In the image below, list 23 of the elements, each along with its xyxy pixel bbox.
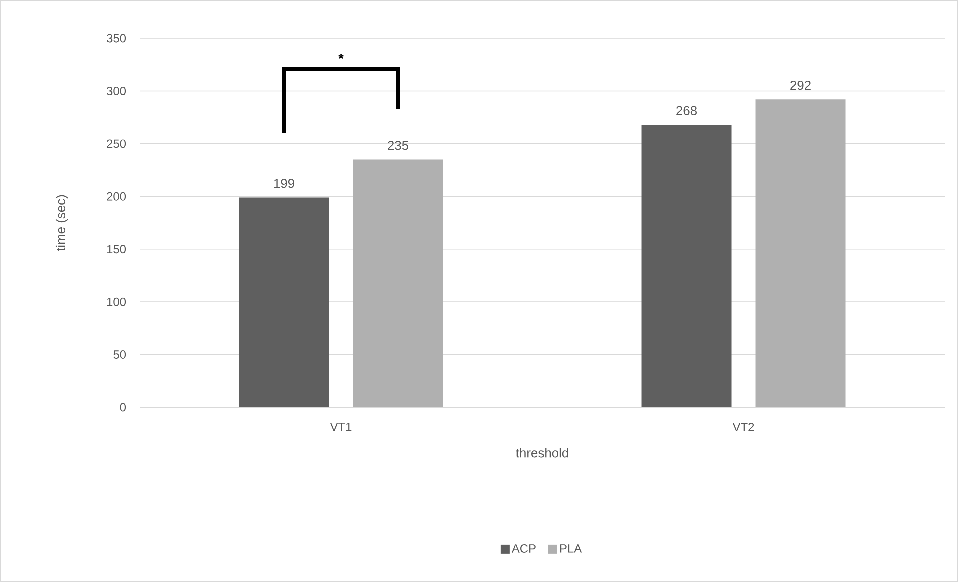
y-tick-label: 100	[107, 298, 126, 306]
x-tick-label: VT2	[732, 422, 754, 432]
x-axis-title: threshold	[516, 448, 568, 458]
y-axis-title: time (sec)	[56, 195, 68, 251]
y-tick-label: 50	[114, 350, 126, 359]
data-label: 235	[388, 140, 409, 150]
y-tick-label: 350	[106, 34, 126, 42]
x-tick-label: VT1	[330, 422, 352, 432]
y-tick-label: 250	[107, 139, 126, 148]
y-tick-label: 150	[107, 244, 126, 254]
bar	[353, 160, 444, 408]
legend-label: PLA	[560, 544, 582, 553]
data-label: 292	[790, 80, 811, 90]
y-tick-label: 200	[107, 192, 126, 201]
legend-label: ACP	[512, 544, 536, 553]
y-tick-label: 0	[120, 403, 126, 412]
bar	[756, 99, 846, 408]
data-label: 199	[274, 178, 294, 188]
bar	[239, 197, 330, 408]
data-label: 268	[676, 106, 697, 116]
bar	[642, 124, 732, 408]
annotation: *	[338, 54, 344, 59]
y-tick-label: 300	[106, 86, 126, 96]
